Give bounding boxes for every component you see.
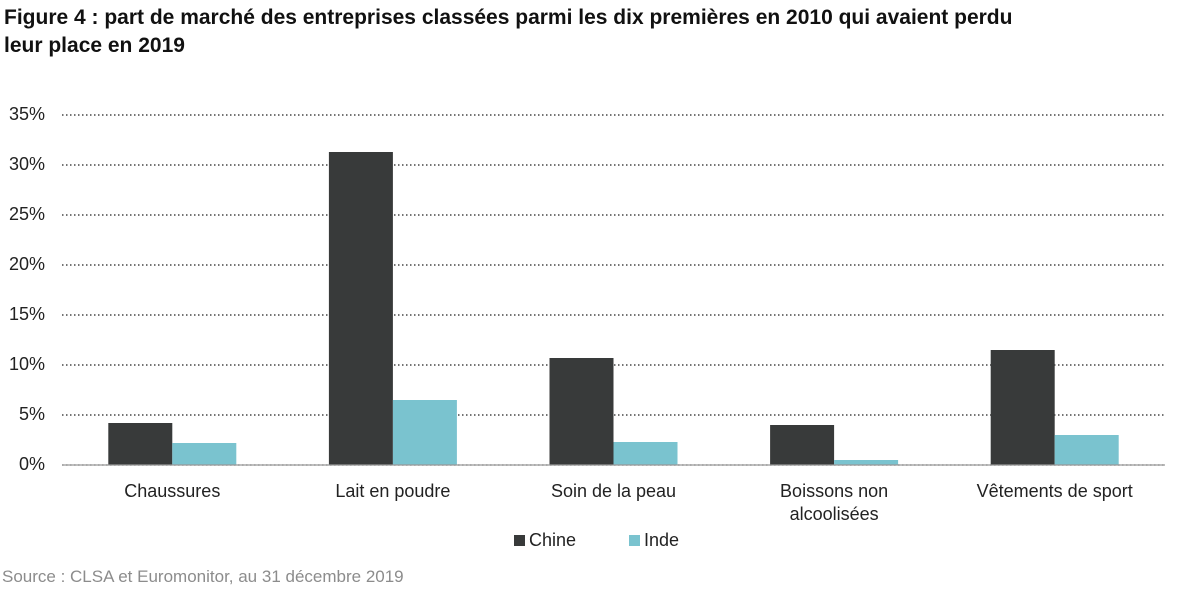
legend-label: Chine bbox=[529, 530, 576, 550]
source-note: Source : CLSA et Euromonitor, au 31 déce… bbox=[2, 567, 404, 586]
bar bbox=[613, 442, 678, 465]
bar bbox=[770, 425, 835, 465]
bar bbox=[549, 358, 614, 465]
y-tick-label: 25% bbox=[9, 204, 45, 224]
x-tick-label: Boissons non alcoolisées bbox=[780, 481, 889, 524]
bar bbox=[834, 460, 899, 465]
bar bbox=[328, 152, 393, 465]
y-tick-label: 0% bbox=[19, 454, 45, 474]
y-tick-label: 5% bbox=[19, 404, 45, 424]
bar bbox=[990, 350, 1055, 465]
x-tick-label: Soin de la peau bbox=[550, 481, 677, 501]
bar bbox=[172, 443, 237, 465]
y-tick-label: 30% bbox=[9, 154, 45, 174]
y-tick-label: 15% bbox=[9, 304, 45, 324]
bar bbox=[392, 400, 457, 465]
x-tick-label: Chaussures bbox=[124, 481, 221, 501]
legend-swatch bbox=[514, 535, 525, 546]
x-tick-label: Lait en poudre bbox=[335, 481, 451, 501]
y-tick-label: 35% bbox=[9, 104, 45, 124]
y-tick-label: 20% bbox=[9, 254, 45, 274]
legend-label: Inde bbox=[644, 530, 679, 550]
bar bbox=[108, 423, 173, 465]
legend-swatch bbox=[629, 535, 640, 546]
bar bbox=[1054, 435, 1119, 465]
y-tick-label: 10% bbox=[9, 354, 45, 374]
x-tick-label: Vêtements de sport bbox=[976, 481, 1133, 501]
chart-title: Figure 4 : part de marché des entreprise… bbox=[4, 6, 1013, 57]
